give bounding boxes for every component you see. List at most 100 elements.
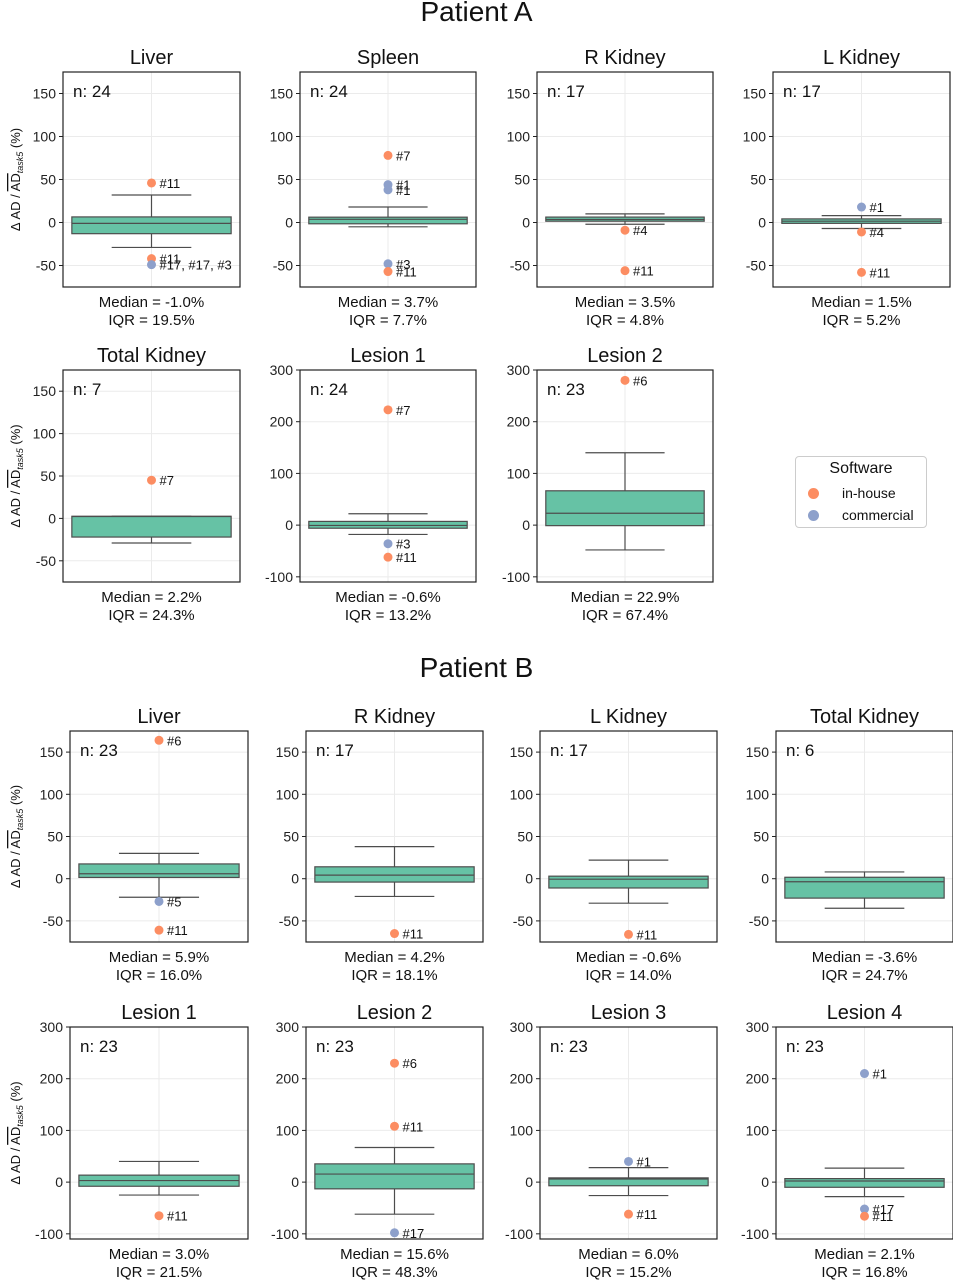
outlier-point bbox=[154, 1211, 164, 1221]
panel-frame bbox=[539, 730, 718, 943]
outlier-label: #7 bbox=[160, 473, 174, 488]
y-tick-label: 0 bbox=[291, 1174, 299, 1190]
y-tick-label: -100 bbox=[271, 1226, 299, 1242]
median-stat: Median = 6.0% bbox=[578, 1246, 678, 1263]
iqr-box bbox=[78, 863, 240, 879]
panel-title: Total Kidney bbox=[97, 345, 206, 367]
panel-frame bbox=[299, 369, 477, 583]
outlier-label: #11 bbox=[637, 927, 658, 942]
outlier-label: #3 bbox=[396, 257, 410, 272]
median-stat: Median = -0.6% bbox=[335, 589, 440, 606]
panel-title: Lesion 1 bbox=[350, 345, 426, 367]
y-tick-label: 0 bbox=[761, 1174, 769, 1190]
y-tick-label: 200 bbox=[270, 414, 294, 430]
outlier-point bbox=[147, 260, 156, 270]
outlier-point bbox=[860, 1204, 869, 1214]
outlier-label: #1 bbox=[396, 178, 410, 193]
y-tick-label: 150 bbox=[510, 744, 534, 760]
y-tick-label: 50 bbox=[47, 829, 63, 845]
y-tick-label: -50 bbox=[36, 258, 56, 274]
panel-frame bbox=[305, 1026, 484, 1240]
y-tick-label: 100 bbox=[276, 1122, 300, 1138]
panel-title: Lesion 4 bbox=[827, 1002, 903, 1024]
y-tick-label: 100 bbox=[270, 465, 294, 481]
outlier-label: #11 bbox=[873, 1209, 894, 1224]
y-tick-label: 50 bbox=[517, 829, 533, 845]
n-label: n: 24 bbox=[310, 380, 348, 399]
outlier-label: #11 bbox=[160, 176, 181, 191]
n-label: n: 23 bbox=[547, 380, 585, 399]
outlier-point bbox=[390, 929, 399, 939]
outlier-point bbox=[154, 925, 164, 935]
y-tick-label: 0 bbox=[525, 1174, 533, 1190]
outlier-point bbox=[624, 1156, 633, 1166]
y-tick-label: 0 bbox=[48, 510, 56, 526]
panel-lesion-2: -100 0 100 200 300 #6 #11 #17 Lesion 2n: 23 Media… bbox=[271, 1002, 484, 1280]
panel-title: Lesion 2 bbox=[587, 345, 663, 367]
outlier-point bbox=[620, 225, 630, 235]
patient-b-title: Patient B bbox=[419, 652, 534, 683]
panel-title: L Kidney bbox=[823, 47, 900, 69]
y-tick-label: 0 bbox=[761, 871, 769, 887]
panel-title: Total Kidney bbox=[810, 706, 919, 728]
n-label: n: 23 bbox=[80, 741, 118, 760]
iqr-stat: IQR = 16.0% bbox=[116, 967, 202, 984]
y-axis-label: Δ AD / ADtask5 (%) bbox=[8, 785, 25, 888]
commercial-marker-icon bbox=[808, 510, 819, 521]
y-axis-label: Δ AD / ADtask5 (%) bbox=[8, 128, 25, 231]
outlier-label: #5 bbox=[167, 894, 181, 909]
n-label: n: 7 bbox=[73, 380, 101, 399]
y-tick-label: 0 bbox=[758, 215, 766, 231]
outlier-point bbox=[620, 266, 630, 276]
iqr-box bbox=[548, 875, 709, 889]
outlier-label: #6 bbox=[633, 373, 647, 388]
iqr-stat: IQR = 21.5% bbox=[116, 1264, 202, 1280]
legend-label-commercial: commercial bbox=[842, 507, 914, 523]
panel-spleen: -50 0 50 100 150 #7 #1#1 #3#11 Spleen n: 24 Median… bbox=[270, 47, 477, 329]
outlier-label: #11 bbox=[637, 1207, 658, 1222]
outlier-point bbox=[390, 1121, 399, 1131]
n-label: n: 17 bbox=[783, 82, 821, 101]
n-label: n: 17 bbox=[550, 741, 588, 760]
y-tick-label: -50 bbox=[273, 258, 293, 274]
outlier-point bbox=[383, 539, 393, 549]
outlier-point bbox=[390, 1228, 399, 1238]
y-tick-label: -50 bbox=[746, 258, 766, 274]
panel-frame bbox=[62, 71, 241, 288]
median-stat: Median = 2.2% bbox=[101, 589, 201, 606]
y-tick-label: 0 bbox=[285, 215, 293, 231]
y-tick-label: -50 bbox=[510, 258, 530, 274]
n-label: n: 6 bbox=[786, 741, 814, 760]
outlier-label: #17, #17, #3 bbox=[160, 258, 232, 273]
median-stat: Median = -3.6% bbox=[812, 949, 917, 966]
outlier-point bbox=[620, 375, 630, 385]
y-tick-label: 100 bbox=[276, 786, 300, 802]
outlier-label: #6 bbox=[403, 1056, 417, 1071]
panel-lesion-1: -100 0 100 200 300 #7 #3#11 Lesion 1n: 24 Median… bbox=[265, 345, 477, 624]
panel-lesion-3: -100 0 100 200 300 #1 #11 Lesion 3n: 23 Median =… bbox=[505, 1002, 718, 1280]
iqr-stat: IQR = 15.2% bbox=[585, 1264, 671, 1280]
iqr-box bbox=[71, 515, 232, 538]
y-tick-label: 150 bbox=[507, 86, 531, 102]
outlier-label: #11 bbox=[160, 252, 181, 267]
iqr-stat: IQR = 19.5% bbox=[108, 312, 194, 329]
y-tick-label: -50 bbox=[36, 553, 56, 569]
y-tick-label: 150 bbox=[746, 744, 770, 760]
median-stat: Median = 3.0% bbox=[109, 1246, 209, 1263]
y-tick-label: 0 bbox=[55, 871, 63, 887]
n-label: n: 23 bbox=[550, 1037, 588, 1056]
outlier-label: #3 bbox=[396, 537, 410, 552]
y-tick-label: 300 bbox=[510, 1019, 534, 1035]
iqr-box bbox=[71, 216, 232, 235]
n-label: n: 17 bbox=[316, 741, 354, 760]
y-tick-label: -100 bbox=[265, 569, 293, 585]
y-tick-label: 0 bbox=[55, 1174, 63, 1190]
panel-frame bbox=[305, 730, 484, 943]
outlier-point bbox=[147, 178, 156, 188]
y-tick-label: 300 bbox=[40, 1019, 64, 1035]
y-tick-label: 0 bbox=[285, 517, 293, 533]
median-stat: Median = 3.7% bbox=[338, 294, 438, 311]
panel-title: R Kidney bbox=[354, 706, 435, 728]
